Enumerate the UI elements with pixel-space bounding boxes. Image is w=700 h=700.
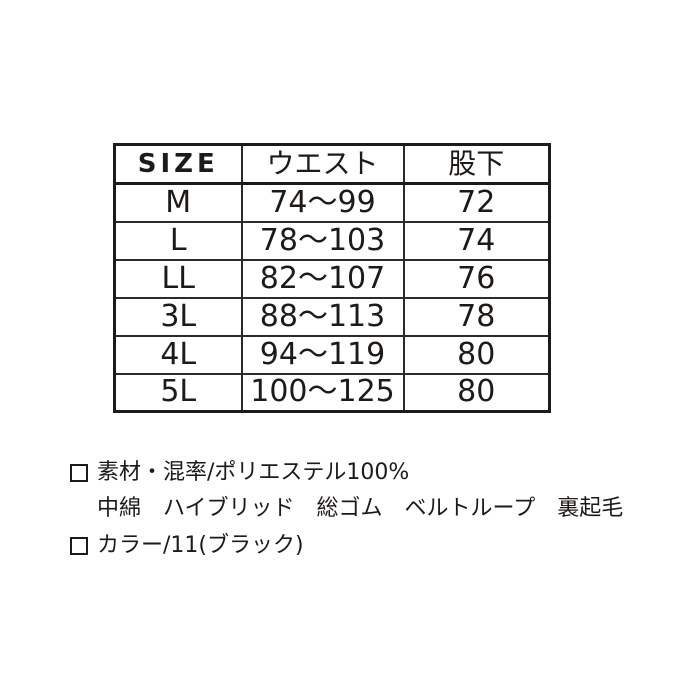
header-size: SIZE	[113, 143, 243, 185]
table-row: L 78〜103 74	[113, 220, 551, 261]
table-header-row: SIZE ウエスト 股下	[113, 143, 551, 185]
waist-cell: 100〜125	[240, 372, 405, 413]
checkbox-square-icon	[70, 464, 88, 482]
size-cell: M	[113, 182, 243, 223]
size-cell: LL	[113, 258, 243, 299]
size-cell: L	[113, 220, 243, 261]
material-note-text: 素材・混率/ポリエステル100%	[97, 460, 410, 485]
size-cell: 4L	[113, 334, 243, 375]
table-row: 3L 88〜113 78	[113, 296, 551, 337]
inseam-cell: 80	[402, 334, 551, 375]
spec-notes: 素材・混率/ポリエステル100% 中綿 ハイブリッド 総ゴム ベルトループ 裏起…	[70, 460, 650, 559]
waist-cell: 74〜99	[240, 182, 405, 223]
color-note-line: カラー/11(ブラック)	[70, 533, 650, 559]
waist-cell: 82〜107	[240, 258, 405, 299]
inseam-cell: 80	[402, 372, 551, 413]
checkbox-square-icon	[70, 537, 88, 555]
features-note-text: 中綿 ハイブリッド 総ゴム ベルトループ 裏起毛	[97, 496, 624, 521]
inseam-cell: 76	[402, 258, 551, 299]
material-note-line: 素材・混率/ポリエステル100%	[70, 460, 650, 486]
waist-cell: 88〜113	[240, 296, 405, 337]
color-note-text: カラー/11(ブラック)	[97, 533, 304, 558]
waist-cell: 78〜103	[240, 220, 405, 261]
features-note-line: 中綿 ハイブリッド 総ゴム ベルトループ 裏起毛	[70, 496, 650, 522]
table-row: 5L 100〜125 80	[113, 372, 551, 413]
header-waist: ウエスト	[240, 143, 405, 185]
size-cell: 3L	[113, 296, 243, 337]
inseam-cell: 74	[402, 220, 551, 261]
waist-cell: 94〜119	[240, 334, 405, 375]
inseam-cell: 72	[402, 182, 551, 223]
table-row: LL 82〜107 76	[113, 258, 551, 299]
table-row: M 74〜99 72	[113, 182, 551, 223]
size-table: SIZE ウエスト 股下 M 74〜99 72 L 78〜103 74 LL 8…	[113, 143, 551, 413]
table-row: 4L 94〜119 80	[113, 334, 551, 375]
size-cell: 5L	[113, 372, 243, 413]
header-inseam: 股下	[402, 143, 551, 185]
inseam-cell: 78	[402, 296, 551, 337]
